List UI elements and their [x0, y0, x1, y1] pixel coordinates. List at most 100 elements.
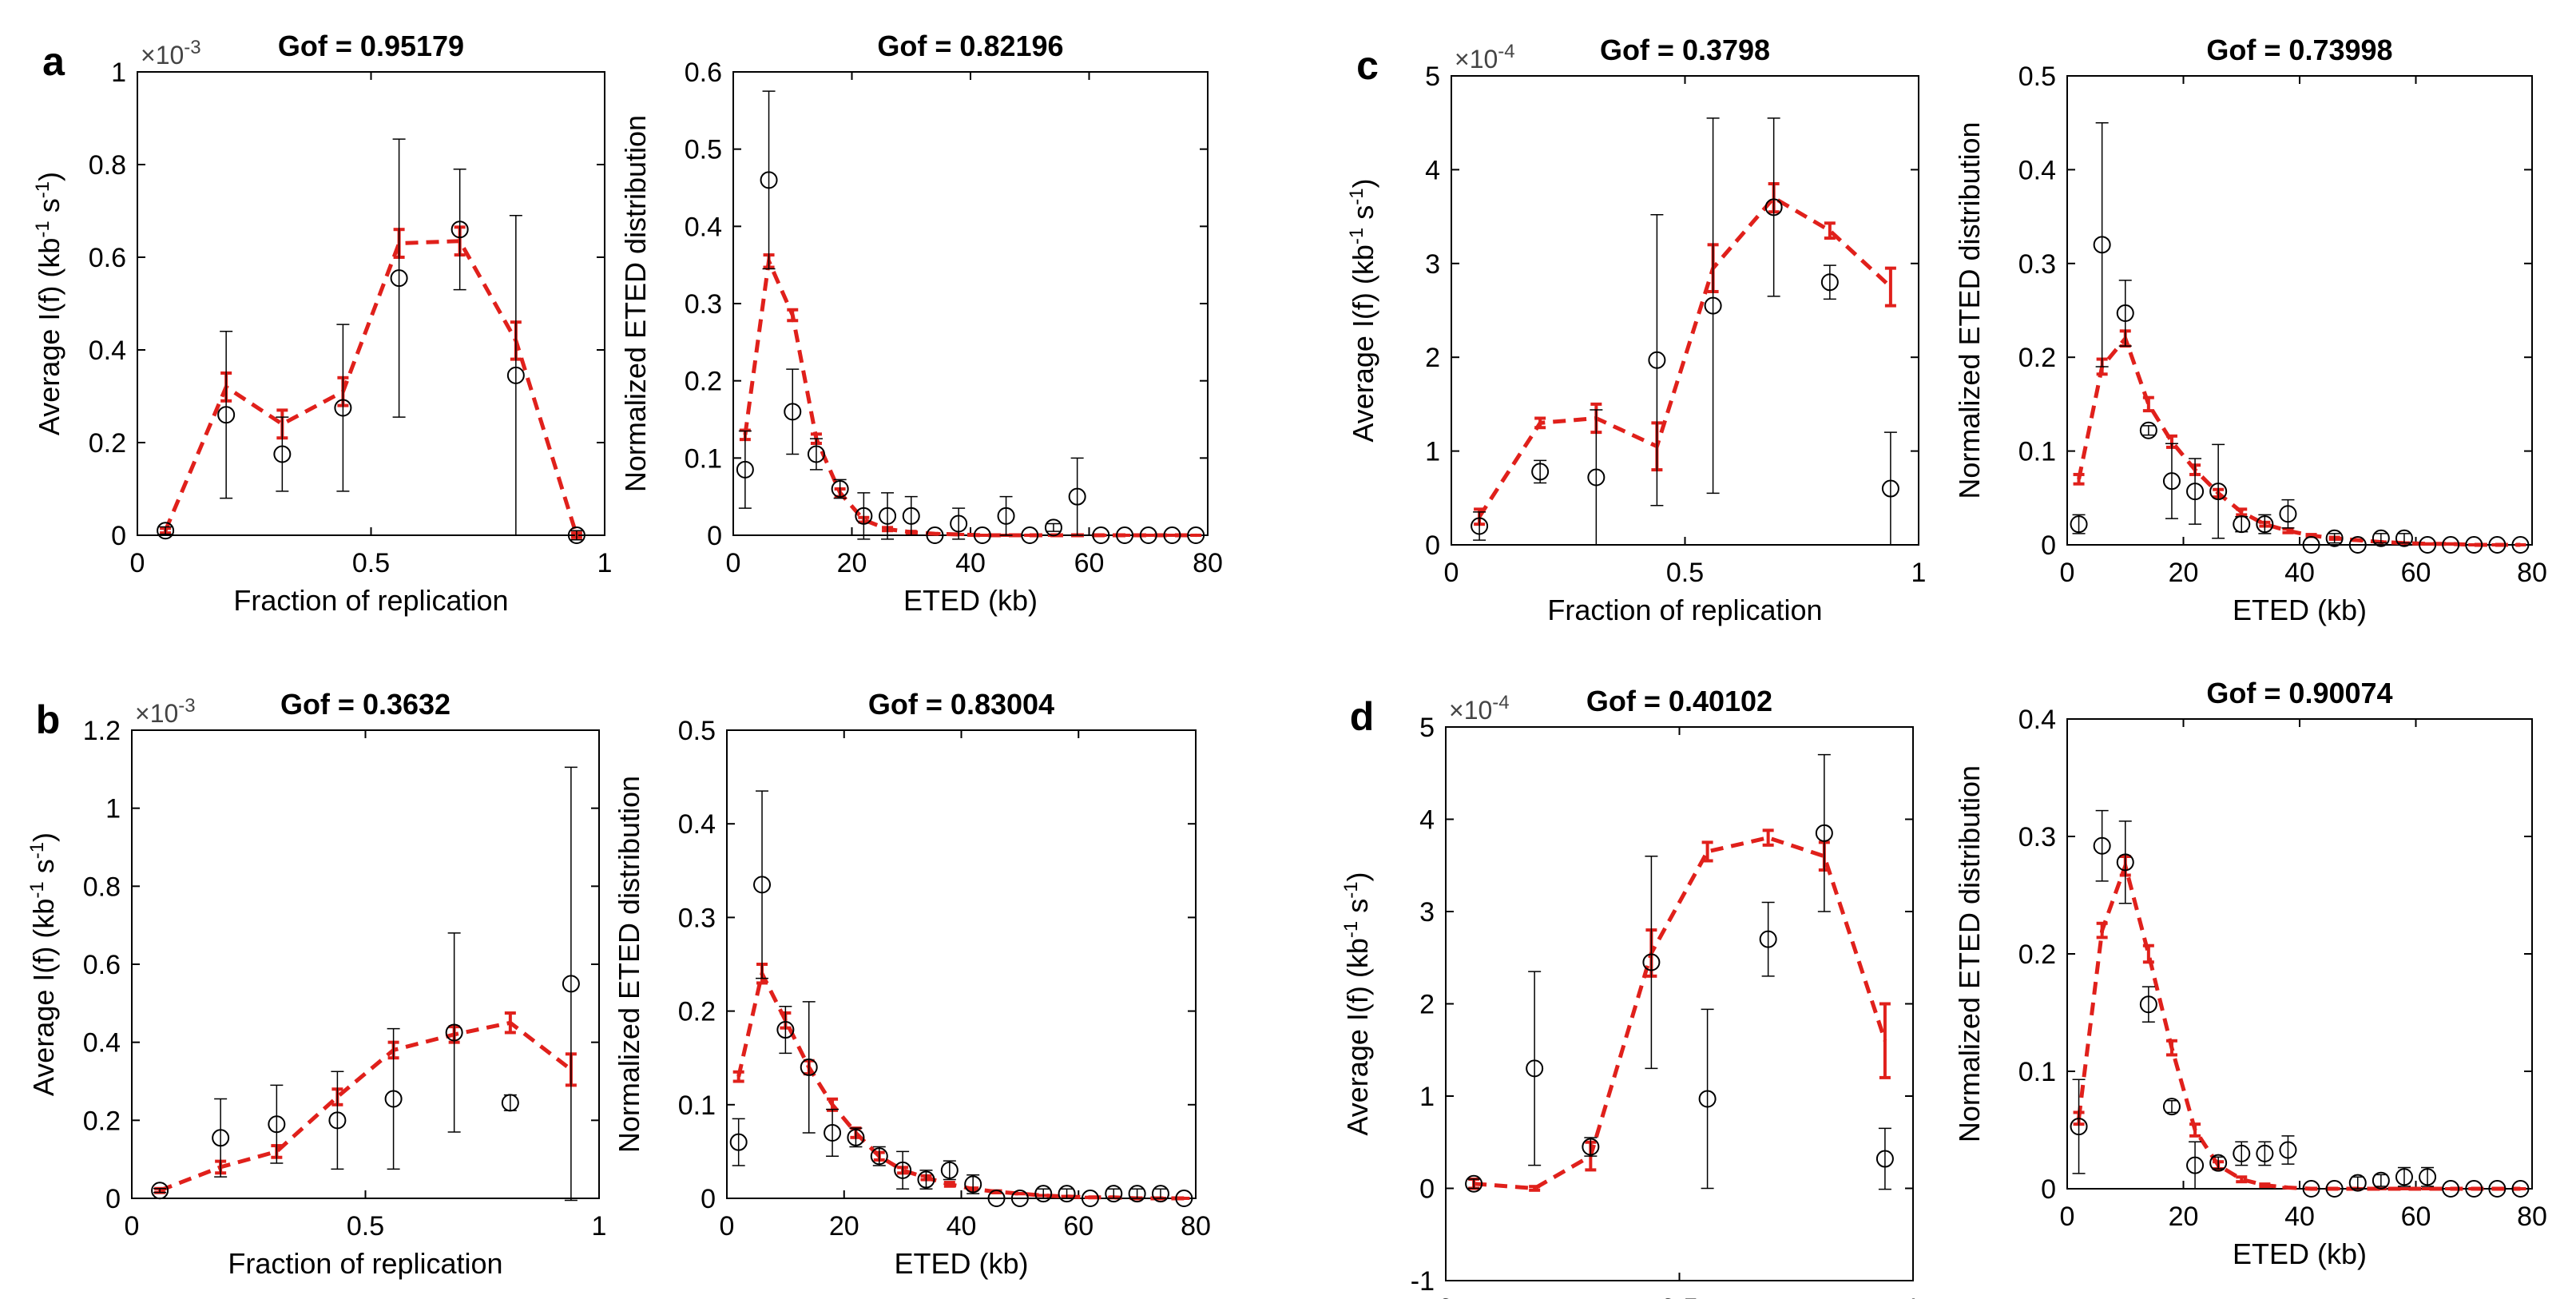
- data-point: [1116, 526, 1134, 544]
- data-point: [2116, 304, 2134, 323]
- y-tick-label: 0.6: [83, 950, 121, 980]
- panel-label: d: [1350, 694, 1375, 739]
- y-axis-label-text: Average I(f) (kb: [1347, 244, 1379, 442]
- data-point: [445, 1023, 463, 1042]
- data-point: [2093, 836, 2111, 855]
- x-tick-label: 40: [947, 1211, 977, 1241]
- data-point: [973, 526, 991, 544]
- x-tick-label: 20: [837, 548, 867, 578]
- y-tick-label: 5: [1425, 62, 1440, 92]
- y-axis-label-exponent: -1: [1340, 921, 1362, 938]
- y-axis-label-exponent: -1: [32, 220, 54, 237]
- x-tick-label: 60: [1074, 548, 1105, 578]
- y-tick-label: 0.1: [2018, 1057, 2056, 1087]
- data-point: [964, 1175, 982, 1194]
- data-point: [2302, 536, 2320, 554]
- y-axis-label-exponent: -1: [1346, 228, 1367, 244]
- data-point: [894, 1161, 912, 1179]
- data-point: [2419, 536, 2437, 554]
- data-point: [1151, 1185, 1169, 1203]
- y-tick-label: 0: [105, 1184, 121, 1214]
- y-tick-label: 0: [2041, 530, 2056, 561]
- data-point: [2395, 529, 2413, 547]
- data-point: [2325, 1180, 2344, 1198]
- y-axis-label-unit: s: [1347, 205, 1379, 228]
- data-point: [776, 1021, 795, 1039]
- data-point: [940, 1161, 959, 1179]
- x-tick-label: 0: [2060, 1202, 2075, 1232]
- chart-c2: 0 20 40 60 80 0 0.1 0.2 0.3 0.4 0.5 Gof = 0.73998 ET…: [1953, 34, 2547, 626]
- data-point: [2488, 1180, 2507, 1198]
- data-point: [2139, 421, 2157, 439]
- y-axis-label: Average I(f) (kb-1 s-1): [32, 172, 66, 435]
- panel-label: a: [42, 39, 65, 84]
- model-line: [1473, 836, 1887, 1191]
- y-axis-label-exponent: -1: [26, 842, 48, 859]
- y-tick-label: 0: [1419, 1174, 1435, 1205]
- data-point: [1704, 296, 1722, 315]
- x-tick-label: 20: [2169, 558, 2199, 588]
- x-tick-label: 20: [2169, 1202, 2199, 1232]
- axis-multiplier-base: ×10: [135, 699, 178, 728]
- chart-b2: 0 20 40 60 80 0 0.1 0.2 0.3 0.4 0.5 Gof = 0.83004 ET…: [613, 688, 1211, 1280]
- data-point: [997, 506, 1015, 525]
- axis-multiplier: ×10-4: [1449, 692, 1510, 725]
- y-axis-label-text: Average I(f) (kb: [27, 899, 60, 1096]
- data-point: [2372, 529, 2390, 547]
- x-tick-label: 1: [1911, 558, 1927, 588]
- y-tick-label: 3: [1425, 249, 1440, 280]
- x-tick-label: 0: [726, 548, 741, 578]
- data-point: [1875, 1150, 1894, 1168]
- data-point: [2186, 1156, 2205, 1174]
- y-tick-label: 3: [1419, 897, 1435, 928]
- y-axis-label-close: ): [1341, 872, 1374, 881]
- y-tick-label: 0: [2041, 1174, 2056, 1205]
- axis-multiplier-base: ×10: [1455, 45, 1498, 73]
- data-point: [268, 1115, 286, 1134]
- data-point: [987, 1190, 1006, 1207]
- data-point: [729, 1133, 748, 1151]
- data-point: [1175, 1190, 1193, 1207]
- y-axis-label: Average I(f) (kb-1 s-1): [1340, 872, 1375, 1135]
- chart-a1: 0 0.5 1 0 0.2 0.4 0.6 0.8 1 Gof = 0.95179 Fraction…: [32, 30, 613, 617]
- y-tick-label: 0.3: [678, 903, 716, 933]
- x-axis-label: Fraction of replication: [1547, 594, 1822, 626]
- y-tick-label: 0.2: [678, 997, 716, 1027]
- x-axis-label: Fraction of replication: [233, 584, 508, 617]
- data-point: [2348, 536, 2367, 554]
- x-tick-label: 0: [2060, 558, 2075, 588]
- chart-a2: 0 20 40 60 80 0 0.1 0.2 0.3 0.4 0.5 0.6 Gof = 0.8219…: [619, 30, 1223, 617]
- data-point: [2442, 536, 2460, 554]
- y-tick-label: 0.5: [678, 716, 716, 746]
- y-axis-label-close: ): [33, 172, 65, 181]
- y-tick-label: 4: [1425, 155, 1440, 185]
- axis-multiplier-exponent: -3: [178, 695, 195, 717]
- x-tick-label: 40: [955, 548, 986, 578]
- y-axis-label-text: Normalized ETED distribution: [1953, 765, 1986, 1142]
- data-point: [506, 366, 525, 384]
- data-point: [1820, 273, 1839, 292]
- data-point: [1642, 953, 1661, 971]
- data-point: [1465, 1174, 1483, 1193]
- x-tick-label: 80: [2517, 558, 2547, 588]
- data-point: [1531, 463, 1550, 481]
- y-tick-label: 1: [1425, 437, 1440, 467]
- model-line: [2077, 859, 2521, 1191]
- data-point: [273, 445, 292, 463]
- y-tick-label: 0: [111, 521, 126, 551]
- y-tick-label: 2: [1425, 343, 1440, 373]
- data-point: [2488, 536, 2507, 554]
- model-line: [1478, 195, 1892, 518]
- data-point: [390, 269, 408, 288]
- axis-multiplier-base: ×10: [1449, 696, 1492, 725]
- y-tick-label: 2: [1419, 990, 1435, 1020]
- y-tick-label: 0.3: [685, 289, 722, 320]
- y-axis-label-exponent: -1: [1340, 881, 1362, 898]
- y-tick-label: 0.5: [685, 135, 722, 165]
- y-axis-label-exponent: -1: [32, 181, 54, 198]
- y-axis-label: Normalized ETED distribution: [1953, 765, 1986, 1142]
- axis-multiplier: ×10-4: [1455, 41, 1515, 74]
- y-tick-label: 4: [1419, 805, 1435, 836]
